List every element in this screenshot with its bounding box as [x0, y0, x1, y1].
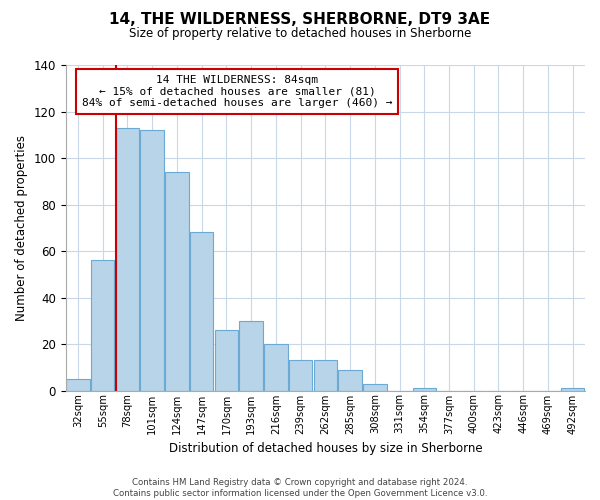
Bar: [116, 128, 139, 390]
Text: Size of property relative to detached houses in Sherborne: Size of property relative to detached ho…: [129, 28, 471, 40]
Bar: [289, 360, 313, 390]
Bar: [91, 260, 115, 390]
Text: Contains HM Land Registry data © Crown copyright and database right 2024.
Contai: Contains HM Land Registry data © Crown c…: [113, 478, 487, 498]
Bar: [314, 360, 337, 390]
Bar: [363, 384, 386, 390]
Bar: [413, 388, 436, 390]
Bar: [338, 370, 362, 390]
Bar: [264, 344, 287, 391]
Bar: [239, 321, 263, 390]
Text: 14, THE WILDERNESS, SHERBORNE, DT9 3AE: 14, THE WILDERNESS, SHERBORNE, DT9 3AE: [109, 12, 491, 28]
Bar: [215, 330, 238, 390]
Text: 14 THE WILDERNESS: 84sqm
← 15% of detached houses are smaller (81)
84% of semi-d: 14 THE WILDERNESS: 84sqm ← 15% of detach…: [82, 75, 392, 108]
Y-axis label: Number of detached properties: Number of detached properties: [15, 135, 28, 321]
Bar: [165, 172, 188, 390]
X-axis label: Distribution of detached houses by size in Sherborne: Distribution of detached houses by size …: [169, 442, 482, 455]
Bar: [66, 379, 90, 390]
Bar: [140, 130, 164, 390]
Bar: [561, 388, 584, 390]
Bar: [190, 232, 214, 390]
